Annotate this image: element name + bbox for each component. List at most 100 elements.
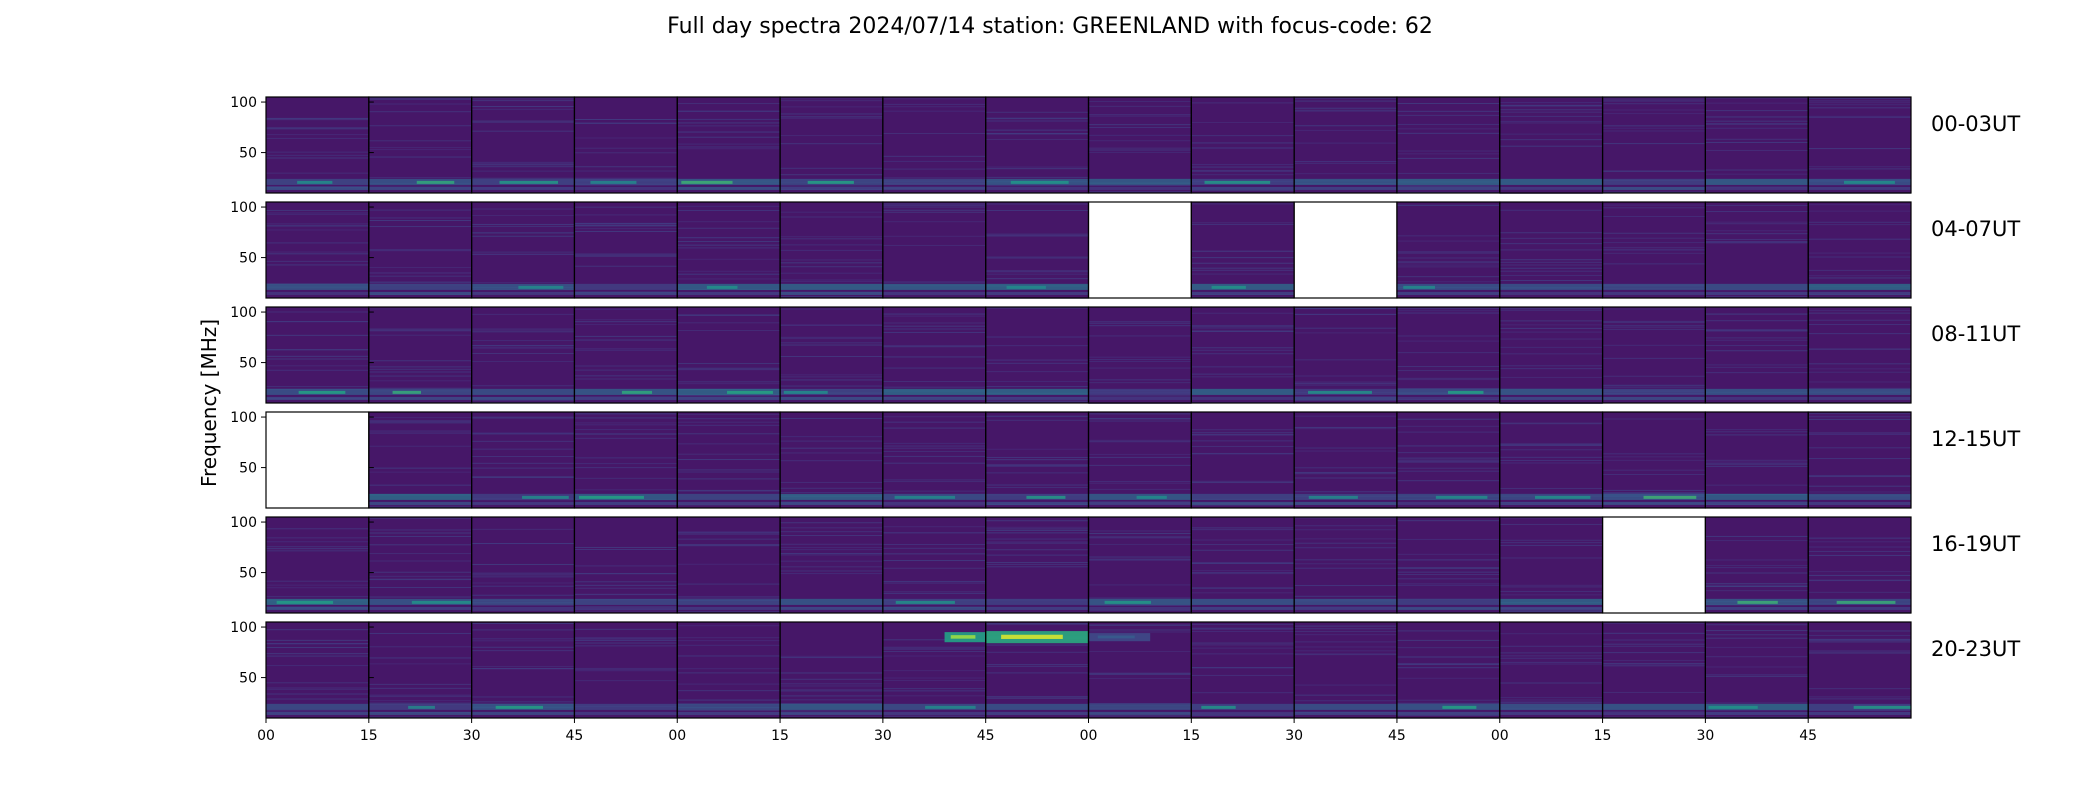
spectral-line: [882, 427, 986, 429]
spectral-line: [1808, 652, 1911, 654]
spectral-line: [882, 416, 986, 418]
spectral-line: [574, 147, 678, 149]
spectral-line: [1088, 367, 1192, 369]
spectral-line: [1705, 646, 1809, 648]
spectral-line: [471, 223, 575, 225]
spectral-line: [1499, 97, 1603, 99]
spectral-line: [780, 554, 883, 556]
spectral-line: [1396, 132, 1500, 134]
spectral-line: [1396, 702, 1500, 704]
spectral-line: [574, 549, 678, 551]
spectral-line: [1191, 170, 1295, 172]
spectral-line: [1705, 666, 1809, 668]
spectral-line: [1294, 97, 1397, 99]
spectral-line: [1191, 135, 1295, 137]
spectral-line: [1602, 325, 1706, 327]
x-tick-label: 15: [771, 728, 789, 744]
spectral-line: [882, 313, 986, 315]
spectral-line: [882, 688, 986, 690]
spectral-line: [1191, 480, 1295, 482]
spectral-line: [985, 465, 1089, 467]
spectral-line: [1602, 492, 1706, 494]
spectral-line: [1808, 371, 1911, 373]
spectral-line: [1808, 634, 1911, 636]
spectral-line: [677, 221, 781, 223]
spectrum-panel: [1705, 307, 1809, 403]
low-frequency-band: [1396, 711, 1500, 715]
rfi-streak: [1136, 495, 1167, 499]
spectral-line: [368, 632, 472, 634]
y-tick-label: 50: [239, 251, 257, 267]
spectral-line: [882, 103, 986, 105]
rfi-streak: [925, 705, 976, 709]
spectral-line: [882, 356, 986, 358]
spectrum-panel: [1499, 622, 1603, 718]
spectral-line: [780, 452, 883, 454]
spectral-line: [882, 367, 986, 369]
spectral-line: [1499, 456, 1603, 458]
spectrum-panel: [1191, 517, 1295, 613]
spectrum-panel: [677, 307, 781, 403]
spectral-line: [1602, 645, 1706, 647]
spectral-line: [1088, 413, 1192, 415]
spectral-line: [985, 234, 1089, 236]
spectral-line: [368, 177, 472, 179]
spectral-line: [780, 531, 883, 533]
low-frequency-band: [368, 283, 472, 290]
spectral-line: [471, 417, 575, 419]
spectral-line: [368, 445, 472, 447]
spectral-line: [1396, 114, 1500, 116]
rfi-streak: [706, 285, 738, 289]
spectral-line: [1808, 546, 1911, 548]
spectral-line: [1191, 549, 1295, 551]
spectral-line: [266, 596, 369, 598]
spectral-line: [677, 533, 781, 535]
low-frequency-band: [1191, 388, 1295, 395]
spectral-line: [677, 148, 781, 150]
spectral-line: [780, 266, 883, 268]
spectral-line: [1808, 458, 1911, 460]
spectral-line: [1191, 142, 1295, 144]
spectral-line: [1088, 325, 1192, 327]
spectral-line: [1396, 172, 1500, 174]
spectral-line: [1396, 460, 1500, 462]
spectrum-panel: [266, 202, 369, 298]
spectral-line: [882, 505, 986, 507]
spectral-line: [1396, 664, 1500, 666]
spectral-line: [1602, 328, 1706, 330]
y-tick-label: 50: [239, 461, 257, 477]
spectral-line: [1088, 673, 1192, 675]
spectrum-background: [368, 622, 472, 718]
spectral-line: [1191, 102, 1295, 104]
spectral-line: [677, 143, 781, 145]
spectral-line: [471, 121, 575, 123]
spectral-line: [1191, 570, 1295, 572]
spectral-line: [266, 253, 369, 255]
spectrum-panel: [1808, 412, 1911, 508]
spectrum-panel: [471, 202, 575, 298]
spectral-line: [882, 679, 986, 681]
spectral-line: [1602, 469, 1706, 471]
spectral-line: [1088, 134, 1192, 136]
spectral-line: [574, 223, 678, 225]
spectrum-panel: [1191, 307, 1295, 404]
spectral-line: [471, 106, 575, 108]
spectral-line: [1294, 491, 1397, 493]
spectral-line: [882, 455, 986, 457]
spectral-line: [677, 471, 781, 473]
low-frequency-band: [780, 291, 883, 295]
spectral-line: [1396, 480, 1500, 482]
spectral-line: [1808, 418, 1911, 420]
spectral-line: [1705, 337, 1809, 339]
spectral-line: [1396, 312, 1500, 314]
spectral-line: [882, 648, 986, 650]
spectral-line: [985, 256, 1089, 258]
spectral-line: [780, 342, 883, 344]
spectral-line: [1705, 233, 1809, 235]
low-frequency-band: [368, 186, 472, 190]
spectral-line: [677, 278, 781, 280]
spectral-line: [1808, 709, 1911, 711]
low-frequency-band: [1499, 283, 1603, 290]
spectral-line: [1396, 445, 1500, 447]
low-frequency-band: [1191, 186, 1295, 190]
